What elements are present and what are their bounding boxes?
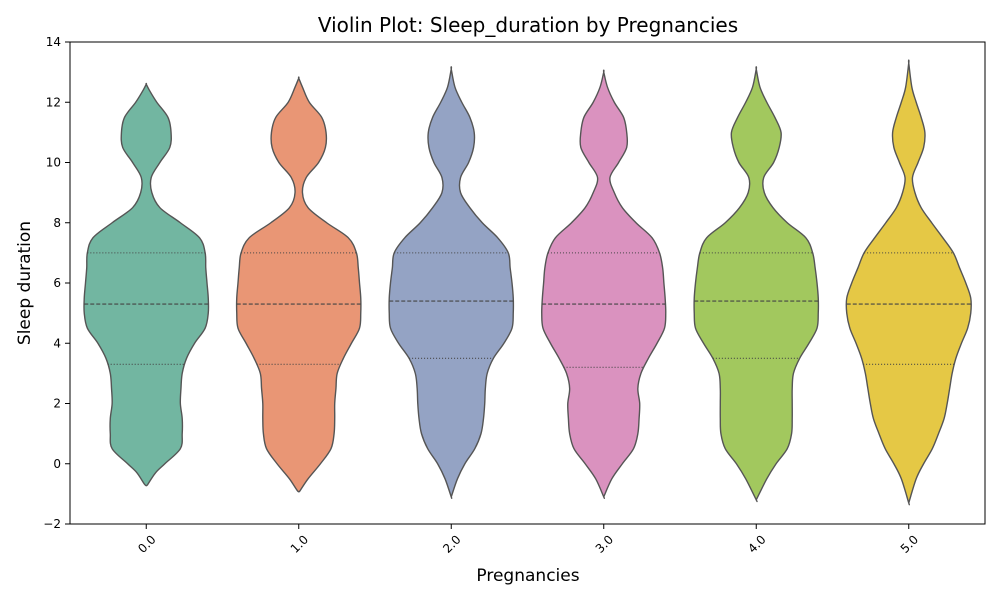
x-tick-label: 5.0 [898,532,921,555]
y-tick-label: 10 [46,156,61,170]
violin-body [388,66,515,499]
y-tick-label: 6 [53,276,61,290]
x-tick-label: 2.0 [440,532,463,555]
violin-group [83,59,972,506]
y-tick-label: 2 [53,397,61,411]
violin-body [845,59,972,506]
chart-title: Violin Plot: Sleep_duration by Pregnanci… [318,13,738,37]
violin-body [541,69,667,499]
violin-body [83,82,210,487]
y-tick-label: 12 [46,95,61,109]
y-tick-label: 8 [53,216,61,230]
violin-body [235,76,362,493]
x-tick-label: 1.0 [288,532,311,555]
y-tick-label: 0 [53,457,61,471]
y-tick-label: 14 [46,35,61,49]
x-tick-label: 0.0 [135,532,158,555]
y-tick-label: −2 [43,517,61,531]
y-tick-label: 4 [53,336,61,350]
x-tick-label: 4.0 [745,532,768,555]
violin-body [693,66,820,503]
y-axis-label: Sleep duration [15,221,35,345]
x-axis-label: Pregnancies [476,566,579,586]
x-tick-label: 3.0 [593,532,616,555]
